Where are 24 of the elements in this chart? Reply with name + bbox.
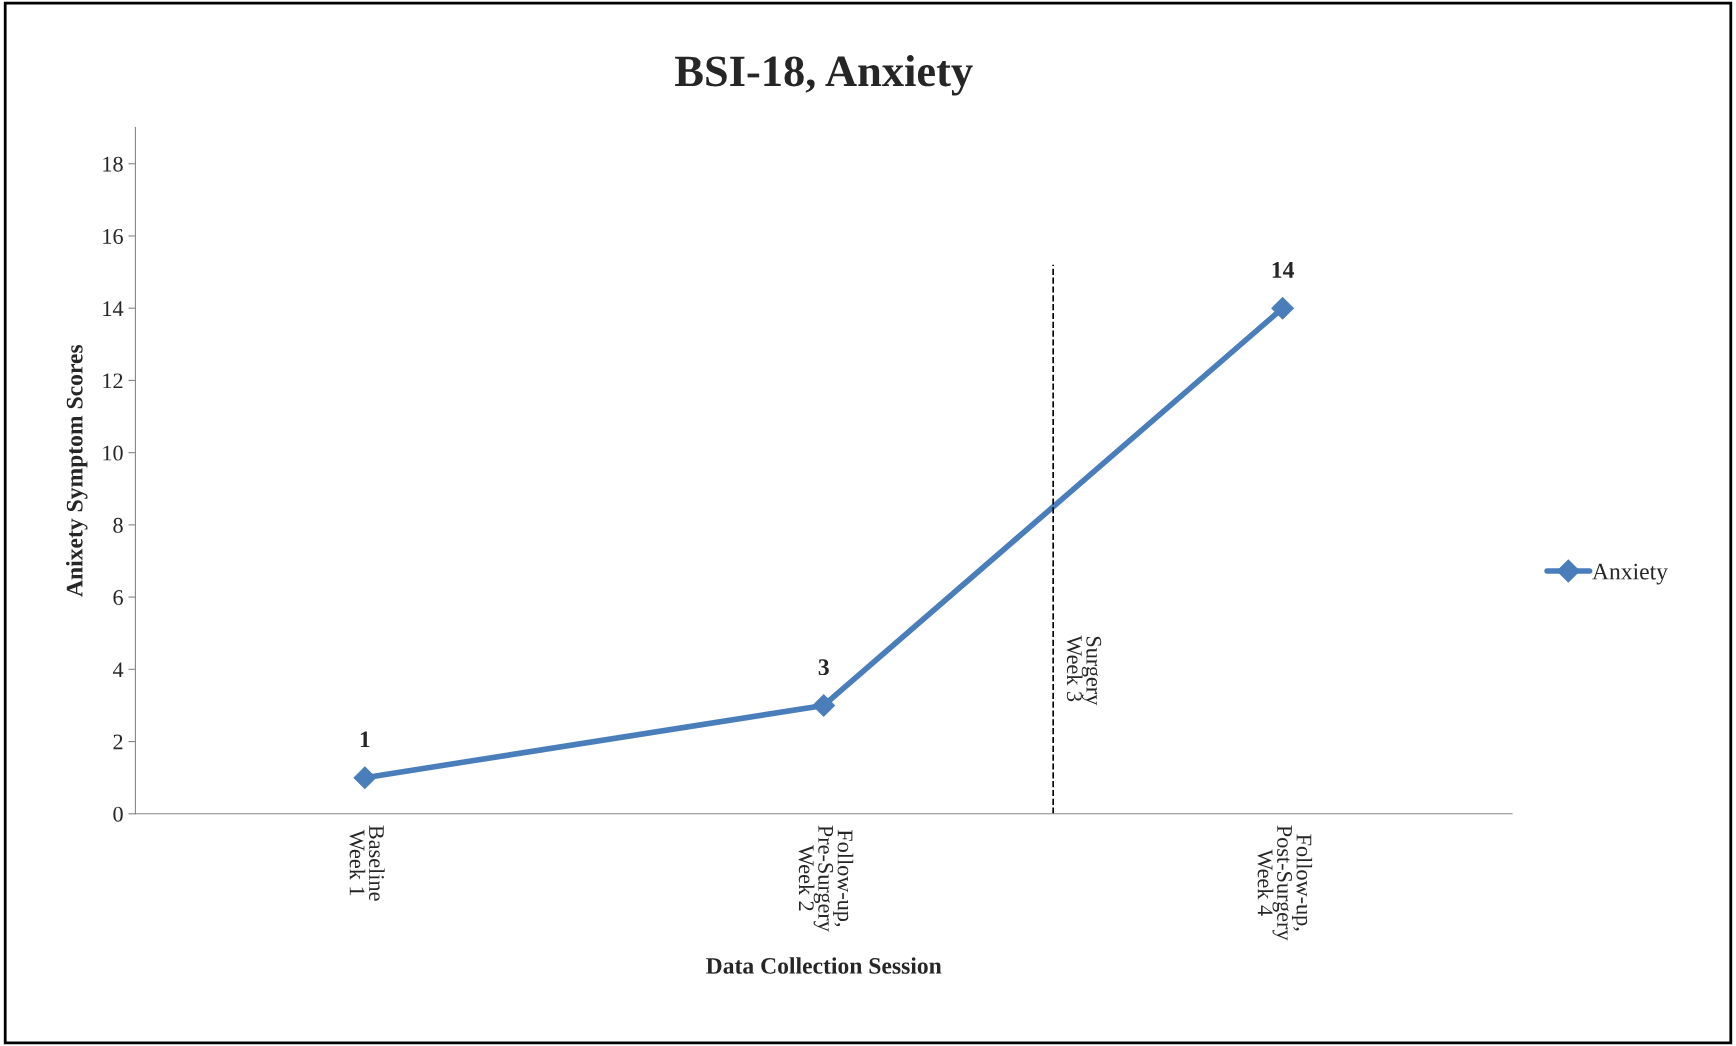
x-tick-label: Baseline Week 1 <box>349 825 385 901</box>
y-tick-label: 12 <box>103 373 123 389</box>
y-tick-label: 14 <box>103 301 124 316</box>
point <box>353 766 377 789</box>
annotation: Surgery Week 3 <box>1066 635 1102 706</box>
point <box>1271 296 1294 320</box>
y-tick-label: 0 <box>113 806 123 822</box>
y-tick-label: 6 <box>113 590 123 606</box>
y-tick-label: 2 <box>113 734 123 750</box>
x-axis-title: Data Collection Session <box>706 957 942 974</box>
y-tick-label: 4 <box>112 662 124 678</box>
y-tick-label: 18 <box>103 156 123 172</box>
data-label: 1 <box>360 731 370 748</box>
point <box>812 694 836 717</box>
y-axis-title: Anixety Symptom Scores <box>66 344 88 597</box>
data-label: 14 <box>1272 262 1294 278</box>
legend-label: Anxiety <box>1592 563 1668 585</box>
data-label: 3 <box>818 659 829 676</box>
y-tick-label: 16 <box>103 228 123 244</box>
y-tick-label: 10 <box>103 445 123 461</box>
y-tick-label: 8 <box>113 517 123 533</box>
x-tick-label: Follow-up, Post-Surgery Week 4 <box>1257 825 1313 941</box>
x-tick-label: Follow-up, Pre-Surgery Week 2 <box>798 825 854 932</box>
chart-title: BSI-18, Anxiety <box>675 55 973 96</box>
